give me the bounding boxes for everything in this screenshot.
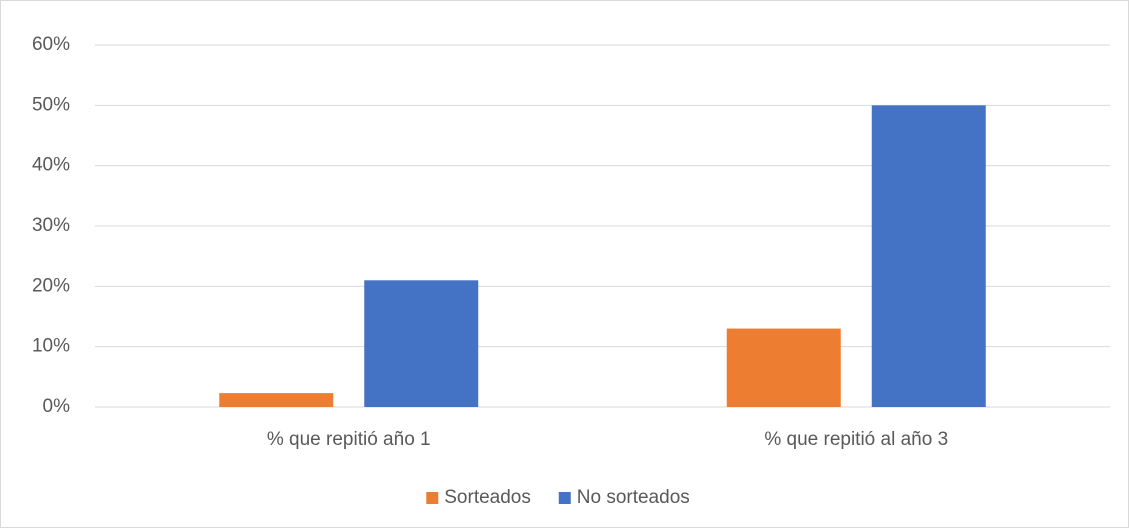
y-tick-label: 0%: [43, 396, 71, 417]
legend-label: No sorteados: [577, 487, 690, 508]
y-tick-label: 10%: [32, 336, 70, 357]
bar: [871, 105, 986, 407]
y-tick-label: 50%: [32, 94, 70, 115]
bar: [219, 393, 334, 407]
y-tick-label: 20%: [32, 275, 70, 296]
x-tick-label: % que repitió año 1: [267, 429, 431, 450]
legend-swatch: [426, 492, 439, 504]
y-tick-label: 30%: [32, 215, 70, 236]
bar: [726, 328, 841, 407]
legend-label: Sorteados: [444, 487, 531, 508]
legend-swatch: [558, 492, 571, 504]
y-tick-label: 60%: [32, 34, 70, 55]
x-tick-label: % que repitió al año 3: [764, 429, 948, 450]
bar: [364, 280, 479, 407]
y-tick-label: 40%: [32, 155, 70, 176]
